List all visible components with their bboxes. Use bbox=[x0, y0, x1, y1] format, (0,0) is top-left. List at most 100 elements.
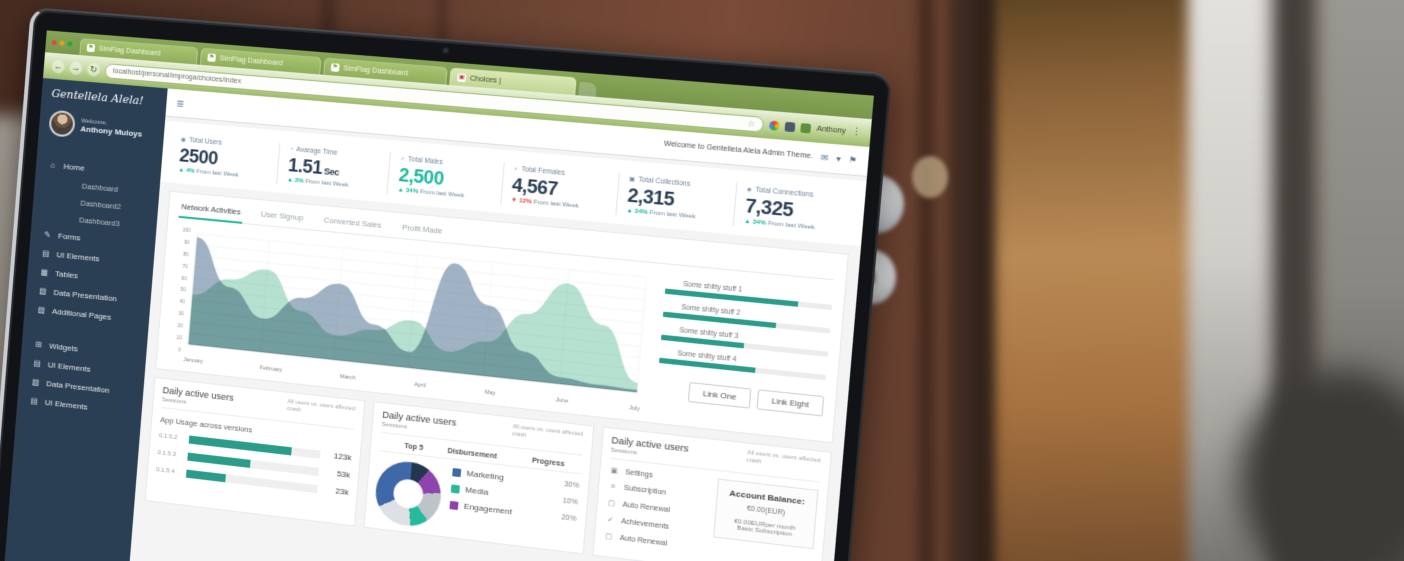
y-axis-tick-label: 0 bbox=[177, 347, 182, 354]
sidebar-item-label: Data Presentation bbox=[53, 287, 118, 304]
y-axis-tick-label: 90 bbox=[183, 239, 190, 247]
reload-icon[interactable]: ↻ bbox=[86, 62, 101, 77]
stat-unit bbox=[794, 208, 795, 219]
door-frame-knob bbox=[912, 156, 948, 198]
minimize-window-button[interactable] bbox=[59, 39, 65, 46]
close-window-button[interactable] bbox=[51, 39, 57, 45]
stat-unit bbox=[445, 177, 446, 187]
daily-active-users-panel-2: Daily active users Sessions All users vs… bbox=[363, 401, 595, 555]
sidebar-item-icon: ✎ bbox=[43, 229, 51, 240]
window-frame bbox=[1272, 0, 1324, 561]
flag-icon[interactable]: ⚑ bbox=[848, 154, 858, 166]
tab-favicon-icon: ⚑ bbox=[207, 53, 217, 62]
usage-value: 53k bbox=[336, 469, 351, 480]
sidebar-item-icon bbox=[66, 185, 76, 186]
legend-label: Media bbox=[464, 485, 489, 498]
sidebar-item-icon: ▧ bbox=[31, 377, 40, 388]
furniture-blur bbox=[1240, 370, 1404, 561]
stat-tile: ♂ Total Males 2,500 ▲ 34% From last Week bbox=[386, 152, 504, 205]
x-axis-tick-label: January bbox=[183, 356, 204, 366]
hallway-wood bbox=[995, 0, 1205, 561]
link-button[interactable]: Link Eight bbox=[756, 389, 825, 417]
sidebar-item-label: Data Presentation bbox=[45, 379, 110, 396]
browser-menu-icon[interactable]: ⋮ bbox=[851, 125, 863, 138]
tab-title: SimFlag Dashboard bbox=[343, 64, 409, 77]
tab-title: SimFlag Dashboard bbox=[219, 54, 283, 67]
settings-list: ▣ Settings ≡ Subscription bbox=[602, 466, 709, 560]
settings-item-label: Settings bbox=[624, 468, 654, 479]
settings-item-icon: ≡ bbox=[610, 483, 616, 491]
area-chart-svg bbox=[184, 229, 651, 403]
link-button[interactable]: Link One bbox=[687, 382, 752, 409]
settings-item[interactable]: ▢ Auto Renewal bbox=[606, 498, 707, 518]
hamburger-icon[interactable]: ≡ bbox=[176, 95, 185, 111]
settings-item[interactable]: ✓ Achievements bbox=[604, 515, 705, 535]
stat-tile: ◉ Total Users 2500 ▲ 4% From last Week bbox=[169, 133, 280, 184]
settings-item-icon: ▢ bbox=[607, 499, 616, 508]
usage-bar-fill bbox=[187, 452, 251, 468]
x-axis-tick-label: June bbox=[555, 397, 569, 405]
settings-item-label: Auto Renewal bbox=[619, 534, 668, 548]
sidebar-item-label: UI Elements bbox=[47, 360, 92, 374]
stat-icon: ▣ bbox=[628, 176, 636, 184]
settings-item-icon: ▣ bbox=[610, 467, 619, 476]
sidebar-item-label: UI Elements bbox=[56, 250, 100, 264]
mail-icon[interactable]: ✉ bbox=[820, 152, 829, 163]
settings-item[interactable]: ≡ Subscription bbox=[607, 483, 708, 502]
settings-item-icon: ▢ bbox=[604, 532, 613, 542]
x-axis-tick-label: March bbox=[339, 373, 356, 382]
stat-label: Total Males bbox=[407, 156, 443, 167]
delta-percent: 34% bbox=[634, 208, 648, 217]
interior-blur bbox=[1316, 0, 1404, 561]
chevron-down-icon[interactable]: ▾ bbox=[835, 153, 842, 164]
sidebar-item-label: Widgets bbox=[48, 341, 79, 354]
legend-swatch bbox=[452, 467, 462, 477]
extension-icon[interactable] bbox=[784, 121, 796, 132]
progress-sidebar: Some shitty stuff 1 Some shitty stuff 2 bbox=[655, 275, 834, 432]
legend-percent: 30% bbox=[563, 480, 580, 490]
sidebar-item-icon: ⌂ bbox=[50, 160, 56, 171]
x-axis-tick-label: July bbox=[628, 405, 640, 413]
settings-item[interactable]: ▣ Settings bbox=[609, 466, 710, 486]
sidebar-item-label: Additional Pages bbox=[51, 306, 112, 322]
panel-note: All users vs. users affected crash bbox=[746, 449, 821, 466]
door-groove bbox=[918, 0, 934, 561]
y-axis-tick-label: 40 bbox=[178, 299, 186, 306]
laptop: ⚑ SimFlag Dashboard ⚑ SimFlag Dashboard … bbox=[0, 7, 892, 561]
sidebar-item-icon bbox=[63, 218, 73, 219]
new-tab-button[interactable] bbox=[578, 81, 597, 97]
stat-unit bbox=[219, 157, 220, 167]
stat-icon: ♂ bbox=[400, 155, 406, 163]
bookmark-star-icon[interactable]: ☆ bbox=[746, 118, 756, 129]
extension-icon[interactable] bbox=[800, 122, 812, 133]
usage-bar-fill bbox=[188, 434, 292, 455]
x-axis-tick-label: May bbox=[484, 389, 496, 397]
y-axis-tick-label: 60 bbox=[180, 275, 187, 282]
sidebar-item-icon: ▦ bbox=[40, 267, 49, 278]
sidebar-item-icon: ⊞ bbox=[34, 339, 43, 350]
settings-item-label: Achievements bbox=[620, 517, 670, 531]
legend-percent: 10% bbox=[562, 497, 579, 507]
delta-percent: 12% bbox=[518, 198, 533, 206]
zoom-window-button[interactable] bbox=[67, 40, 73, 46]
sidebar-item-label: Tables bbox=[54, 269, 79, 281]
avatar bbox=[48, 109, 76, 138]
column-header: Progress bbox=[531, 457, 565, 469]
trend-arrow-icon: ▲ bbox=[625, 207, 633, 215]
trend-arrow-icon: ▼ bbox=[510, 197, 518, 205]
daily-active-users-panel-1: Daily active users Sessions All users vs… bbox=[144, 376, 366, 527]
trend-arrow-icon: ▲ bbox=[286, 177, 294, 184]
extension-icon[interactable] bbox=[769, 120, 781, 131]
settings-item[interactable]: ▢ Auto Renewal bbox=[603, 532, 704, 552]
browser-profile-name[interactable]: Anthony bbox=[816, 124, 847, 135]
y-axis-tick-label: 70 bbox=[181, 263, 188, 270]
sidebar-item-label: Dashboard2 bbox=[80, 198, 122, 212]
legend-swatch bbox=[451, 483, 461, 494]
back-icon[interactable]: ← bbox=[51, 59, 66, 74]
dashboard: Gentellela Alela! Welcome, Anthony Muloy… bbox=[0, 78, 870, 561]
settings-item-label: Auto Renewal bbox=[622, 500, 671, 514]
window-controls bbox=[51, 39, 73, 46]
forward-icon[interactable]: → bbox=[68, 60, 83, 75]
sidebar-item-label: Dashboard3 bbox=[78, 215, 120, 229]
trend-arrow-icon: ▲ bbox=[743, 218, 752, 226]
